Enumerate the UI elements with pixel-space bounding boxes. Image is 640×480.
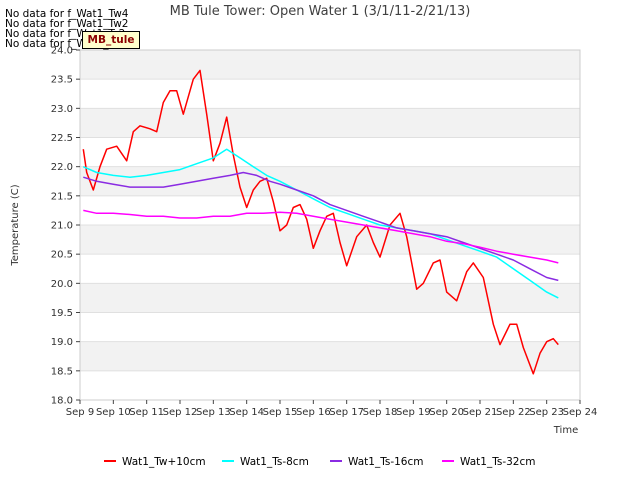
legend-label: Wat1_Ts-8cm <box>240 456 309 468</box>
legend-label: Wat1_Ts-32cm <box>460 456 536 468</box>
y-tick-label: 22.5 <box>51 133 73 144</box>
x-tick-label: Sep 23 <box>529 407 564 418</box>
y-tick-label: 24.0 <box>51 46 73 57</box>
y-axis-label: Temperature (C) <box>10 184 21 266</box>
x-tick-label: Sep 15 <box>263 407 298 418</box>
x-tick-label: Sep 10 <box>96 407 131 418</box>
legend-label: Wat1_Ts-16cm <box>348 456 424 468</box>
series-line-wat1-ts-8cm <box>83 148 559 299</box>
y-tick-label: 18.5 <box>51 366 73 377</box>
y-tick-label: 23.5 <box>51 75 73 86</box>
grid-band <box>80 50 580 80</box>
series-line-wat1-tw-10cm <box>82 69 559 375</box>
y-tick-label: 19.5 <box>51 308 73 319</box>
grid-band <box>80 225 580 255</box>
x-axis-label: Time <box>553 425 578 436</box>
y-tick-label: 23.0 <box>51 104 73 115</box>
x-tick-label: Sep 19 <box>396 407 431 418</box>
legend-label: Wat1_Tw+10cm <box>122 456 206 468</box>
x-tick-label: Sep 22 <box>496 407 531 418</box>
series-line-wat1-ts-16cm <box>83 171 559 282</box>
no-data-message: No data for f_Wat1_Tw4 <box>5 8 129 20</box>
y-tick-label: 19.0 <box>51 337 73 348</box>
y-tick-label: 20.5 <box>51 250 73 261</box>
x-tick-label: Sep 21 <box>463 407 498 418</box>
x-tick-label: Sep 20 <box>429 407 464 418</box>
chart-title: MB Tule Tower: Open Water 1 (3/1/11-2/21… <box>170 4 471 19</box>
y-tick-label: 18.0 <box>51 396 73 407</box>
x-tick-label: Sep 24 <box>563 407 598 418</box>
x-tick-label: Sep 12 <box>163 407 198 418</box>
x-tick-label: Sep 18 <box>363 407 398 418</box>
x-tick-label: Sep 11 <box>129 407 164 418</box>
grid-band <box>80 341 580 371</box>
grid-band <box>80 166 580 196</box>
y-tick-label: 21.5 <box>51 191 73 202</box>
y-tick-label: 22.0 <box>51 162 73 173</box>
site-badge: MB_tule <box>82 31 140 49</box>
y-tick-label: 20.0 <box>51 279 73 290</box>
x-tick-label: Sep 14 <box>229 407 264 418</box>
grid-band <box>80 108 580 138</box>
y-tick-label: 21.0 <box>51 221 73 232</box>
x-tick-label: Sep 13 <box>196 407 231 418</box>
x-tick-label: Sep 9 <box>66 407 94 418</box>
x-tick-label: Sep 16 <box>296 407 331 418</box>
x-tick-label: Sep 17 <box>329 407 364 418</box>
grid-band <box>80 283 580 313</box>
no-data-message: No data for f_Wat1_Tw2 <box>5 18 129 30</box>
series-line-wat1-ts-32cm <box>83 209 559 264</box>
